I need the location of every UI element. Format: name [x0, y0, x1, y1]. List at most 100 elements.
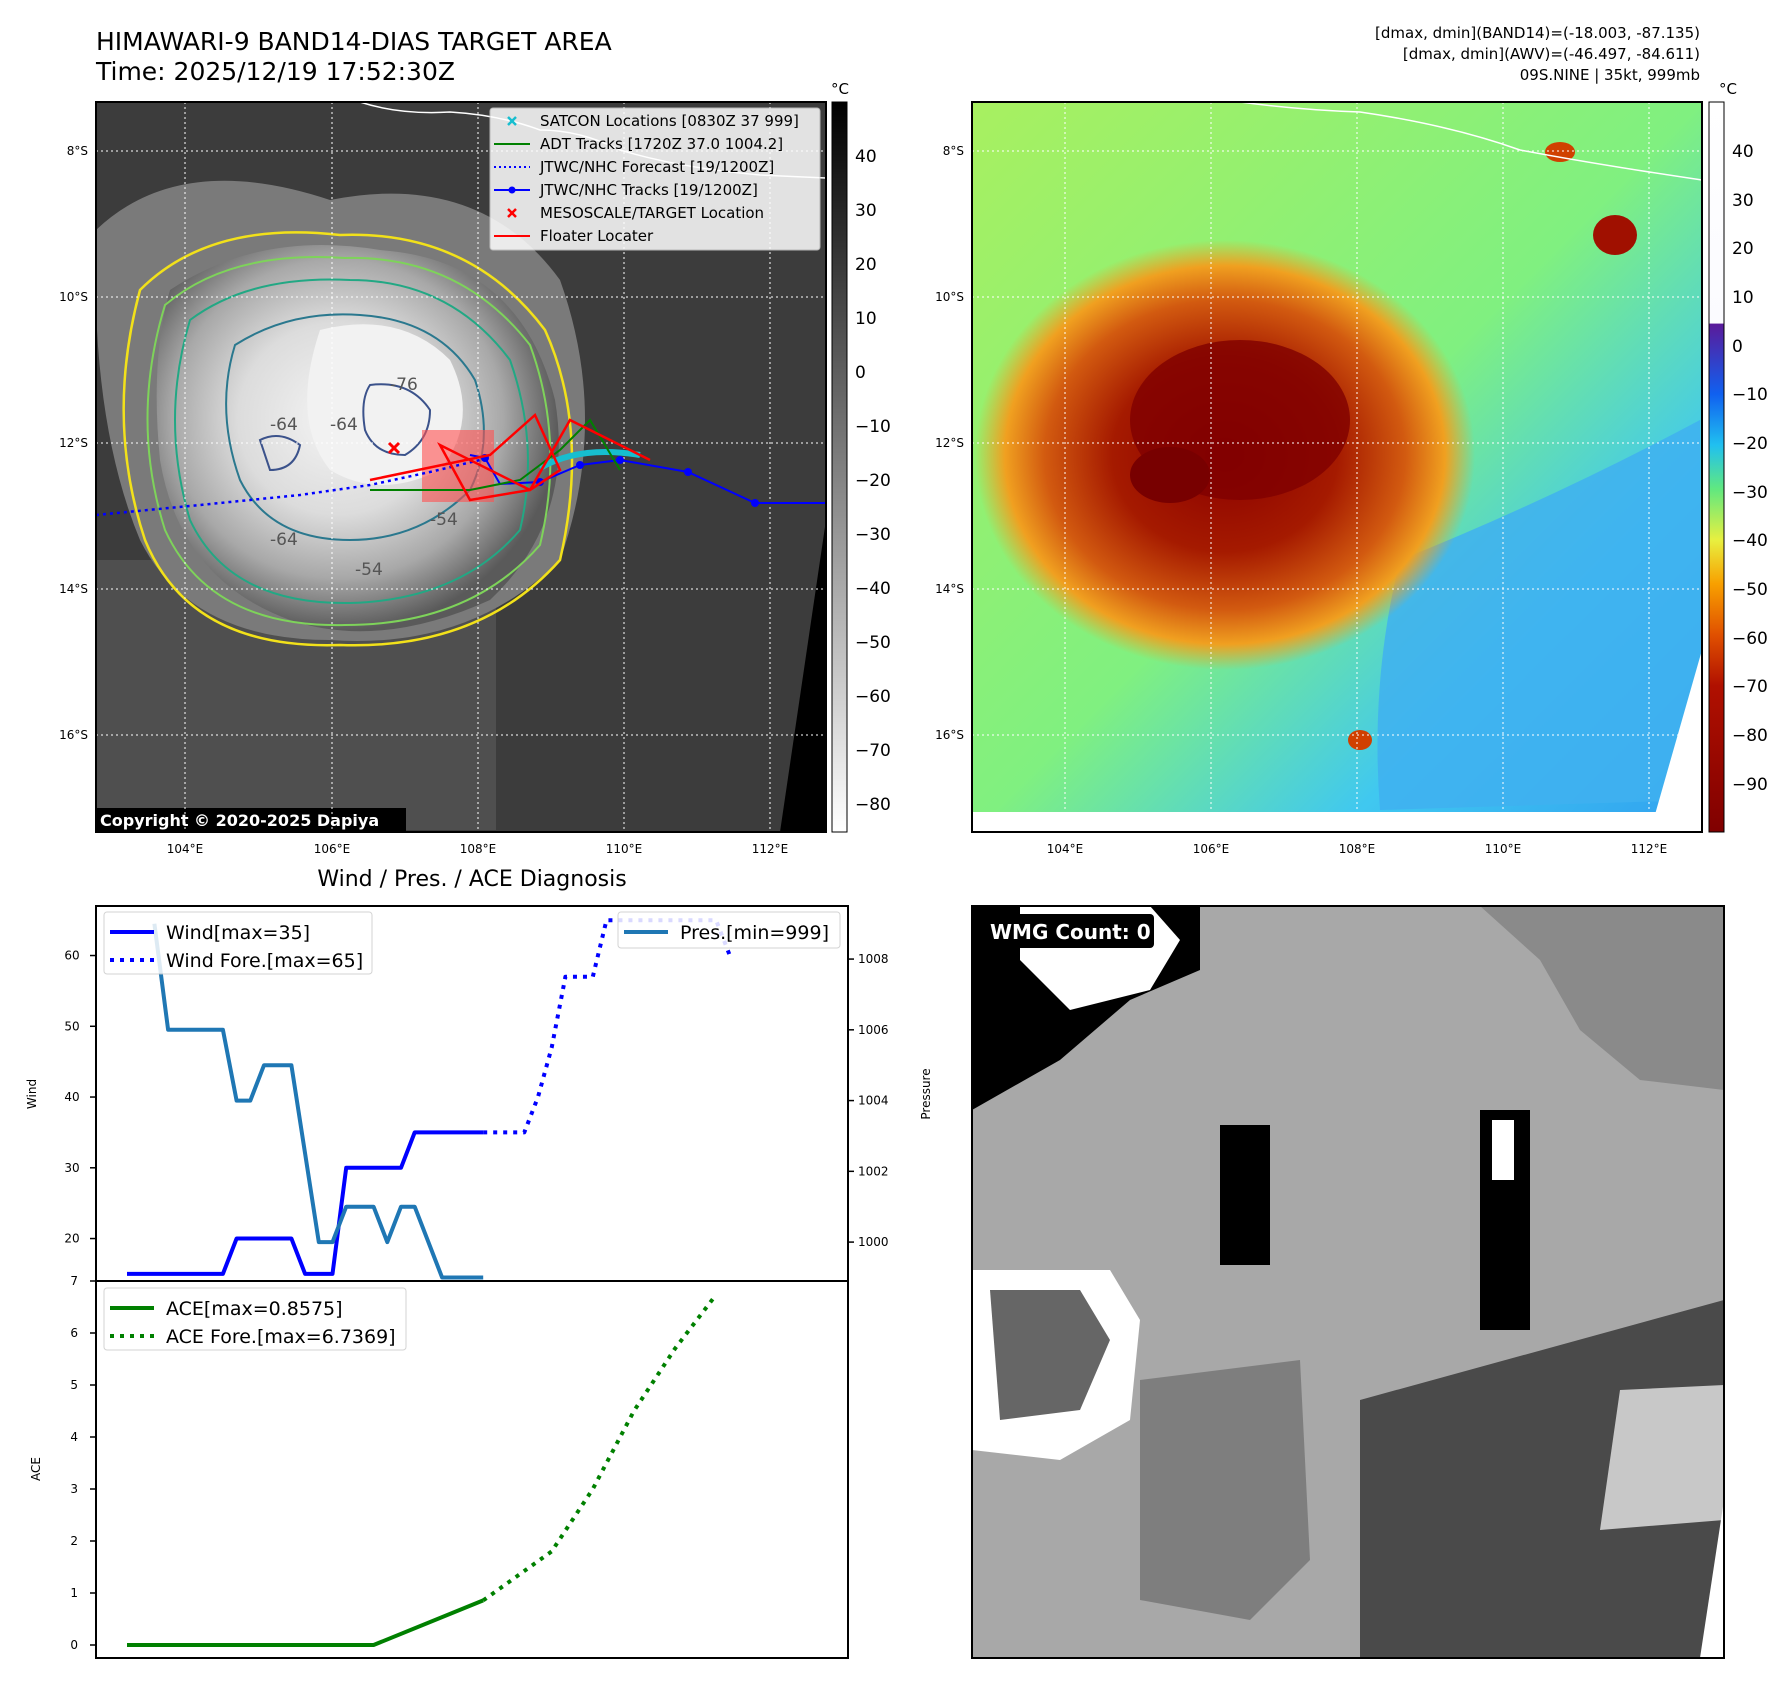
svg-text:110°E: 110°E [1485, 842, 1522, 856]
pressure-tick-label: 1004 [858, 1094, 889, 1108]
awv-lon-labels: 104°E 106°E 108°E 110°E 112°E [1047, 842, 1668, 856]
svg-text:−90: −90 [1732, 775, 1768, 795]
svg-text:8°S: 8°S [943, 144, 964, 158]
ace-ylabel: ACE [29, 1457, 43, 1481]
svg-text:−40: −40 [1732, 531, 1768, 551]
ace-series-line-0 [127, 1598, 484, 1647]
wmg-light-se [1600, 1385, 1724, 1530]
stats-awv: [dmax, dmin](AWV)=(-46.497, -84.611) [1403, 45, 1700, 63]
copyright-text: Copyright © 2020-2025 Dapiya [100, 811, 379, 830]
wind-tick-label: 60 [64, 949, 79, 963]
target-location-marker [387, 441, 401, 455]
svg-text:106°E: 106°E [1193, 842, 1230, 856]
legend-tracks: JTWC/NHC Tracks [19/1200Z] [539, 181, 758, 199]
svg-text:−10: −10 [1732, 385, 1768, 405]
stats-band14: [dmax, dmin](BAND14)=(-18.003, -87.135) [1375, 24, 1700, 42]
svg-text:106°E: 106°E [314, 842, 351, 856]
svg-text:8°S: 8°S [67, 144, 88, 158]
ace-tick-label: 3 [70, 1482, 78, 1496]
jtwc-forecast-track [96, 458, 481, 517]
wmg-gray-mid [1140, 1360, 1310, 1620]
awv-colorbar-ticks: 40 30 20 10 0 −10 −20 −30 −40 −50 −60 −7… [1732, 142, 1768, 795]
figure-title: HIMAWARI-9 BAND14-DIAS TARGET AREA [96, 27, 612, 56]
svg-text:−50: −50 [1732, 580, 1768, 600]
svg-text:16°S: 16°S [59, 728, 88, 742]
svg-text:10: 10 [1732, 288, 1754, 308]
contour-dark-blue-2 [258, 435, 302, 472]
wind-legend: Wind[max=35] Wind Fore.[max=65] [103, 911, 373, 975]
ace-tick-label: 0 [70, 1638, 78, 1652]
svg-text:20: 20 [855, 255, 877, 275]
wind-tick-label: 30 [64, 1161, 79, 1175]
svg-text:10°S: 10°S [935, 290, 964, 304]
svg-text:112°E: 112°E [1631, 842, 1668, 856]
ace-tick-label: 4 [70, 1430, 78, 1444]
series-line-2 [152, 923, 484, 1280]
ace-plot: 0 1 2 3 4 5 6 7 ACE ACE[max=0.8575] ACE Fore.[m… [29, 1274, 849, 1659]
ace-tick-label: 2 [70, 1534, 78, 1548]
svg-text:20: 20 [1732, 239, 1754, 259]
awv-cell [1130, 447, 1210, 503]
legend-ace-forecast: ACE Fore.[max=6.7369] [166, 1326, 396, 1348]
ace-tick-label: 7 [70, 1274, 78, 1288]
ir-colorbar-ticks: 40 30 20 10 0 −10 −20 −30 −40 −50 −60 −7… [855, 147, 891, 815]
adt-track [370, 418, 621, 491]
svg-text:104°E: 104°E [1047, 842, 1084, 856]
floater-track [369, 412, 651, 502]
svg-text:30: 30 [1732, 191, 1754, 211]
ace-tick-label: 1 [70, 1586, 78, 1600]
svg-text:−80: −80 [855, 795, 891, 815]
awv-colorbar-unit: °C [1719, 80, 1737, 98]
ace-tick-label: 6 [70, 1326, 78, 1340]
svg-text:−10: −10 [855, 417, 891, 437]
legend-ace: ACE[max=0.8575] [166, 1298, 343, 1320]
svg-text:40: 40 [1732, 142, 1754, 162]
svg-text:14°S: 14°S [935, 582, 964, 596]
contour-light-green [146, 256, 552, 627]
wind-tick-label: 50 [64, 1019, 79, 1033]
pressure-tick-label: 1002 [858, 1164, 889, 1178]
svg-text:0: 0 [855, 363, 866, 383]
svg-text:14°S: 14°S [59, 582, 88, 596]
svg-text:0: 0 [1732, 337, 1743, 357]
pressure-tick-label: 1006 [858, 1023, 889, 1037]
svg-text:−40: −40 [855, 579, 891, 599]
ir-colorbar [831, 101, 848, 833]
svg-text:−50: −50 [855, 633, 891, 653]
svg-text:10: 10 [855, 309, 877, 329]
svg-text:−80: −80 [1732, 726, 1768, 746]
wmg-frame [971, 905, 1725, 1659]
awv-cell-south [1348, 730, 1372, 750]
legend-target: MESOSCALE/TARGET Location [540, 204, 764, 222]
contour-label: -76 [390, 375, 418, 395]
wmg-gray-ne [1480, 906, 1724, 1090]
ir-map-frame [95, 101, 827, 833]
wmg-white-streak [1492, 1120, 1514, 1180]
ir-lat-labels: 8°S 10°S 12°S 14°S 16°S [59, 144, 88, 742]
svg-text:10°S: 10°S [59, 290, 88, 304]
wind-tick-label: 40 [64, 1090, 79, 1104]
svg-text:−70: −70 [1732, 677, 1768, 697]
awv-map-frame [971, 101, 1703, 833]
svg-text:−30: −30 [1732, 483, 1768, 503]
wind-tick-label: 20 [64, 1232, 79, 1246]
legend-pressure: Pres.[min=999] [680, 922, 829, 944]
pressure-yticks: 1000 1002 1004 1006 1008 [848, 952, 889, 1249]
svg-text:112°E: 112°E [752, 842, 789, 856]
svg-text:110°E: 110°E [606, 842, 643, 856]
pressure-legend: Pres.[min=999] [617, 911, 841, 949]
wmg-black-center [1220, 1125, 1270, 1265]
svg-text:−70: −70 [855, 741, 891, 761]
contour-label: -64 [270, 530, 298, 550]
svg-text:−20: −20 [855, 471, 891, 491]
svg-text:−30: −30 [855, 525, 891, 545]
ir-lon-labels: 104°E 106°E 108°E 110°E 112°E [167, 842, 789, 856]
awv-colorbar [1708, 101, 1725, 833]
satcon-track [538, 449, 641, 471]
awv-nodata-wedge [1650, 650, 1702, 832]
pressure-tick-label: 1008 [858, 952, 889, 966]
series-line-0 [127, 1130, 484, 1276]
contour-yellow [122, 231, 574, 647]
wind-pressure-plot: 20 30 40 50 60 1000 1002 1004 1006 1008 Wind Pre… [25, 905, 933, 1282]
